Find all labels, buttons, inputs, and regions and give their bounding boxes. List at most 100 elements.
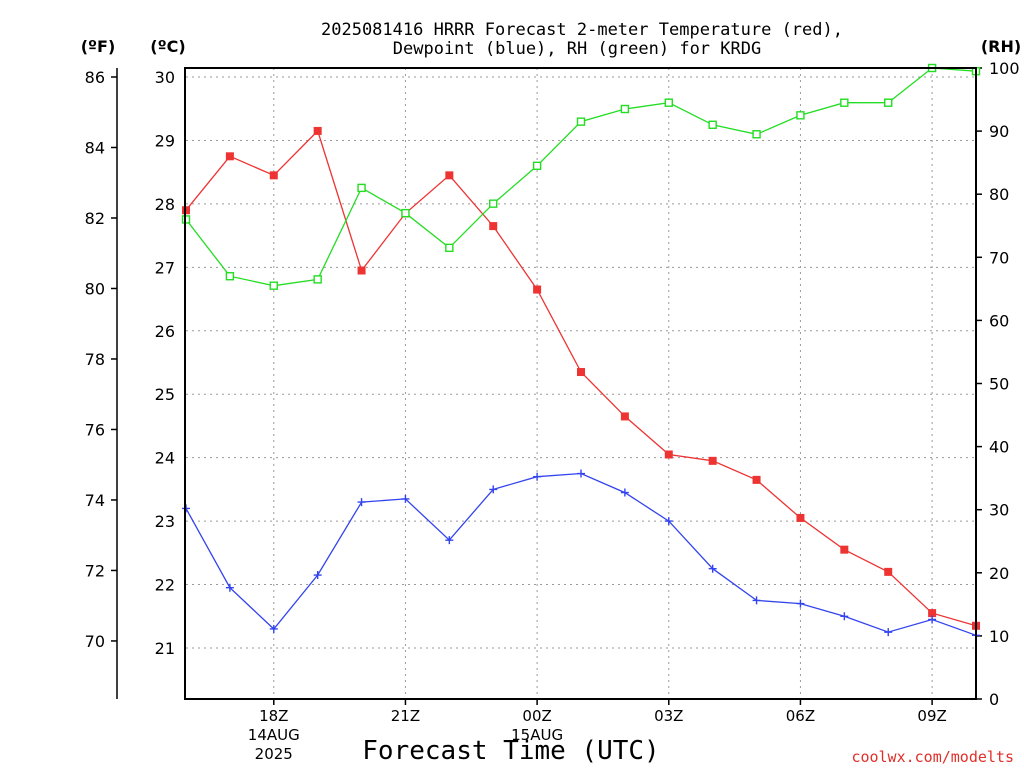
celsius-tick-label: 29 [155, 131, 175, 150]
rh-axis: 0 10 20 30 40 50 60 70 80 90 100 [976, 59, 1020, 709]
rh-tick-label: 30 [989, 501, 1009, 520]
series-point-rh [532, 161, 542, 171]
rh-tick-label: 10 [989, 627, 1009, 646]
series-point-temperature [445, 171, 454, 180]
celsius-unit-label: (ºC) [150, 37, 185, 56]
series-point-temperature [928, 609, 937, 618]
series-point-temperature [269, 171, 278, 180]
fahrenheit-tick-label: 70 [85, 632, 105, 651]
series-markers [181, 63, 981, 640]
time-tick-label: 00Z [522, 707, 551, 725]
series-point-dewpoint [577, 469, 585, 478]
series-point-rh [225, 272, 235, 281]
celsius-tick-label: 28 [155, 195, 175, 214]
series-point-rh [489, 199, 498, 208]
rh-unit-label: (RH) [981, 37, 1021, 56]
series-line-dewpoint [185, 472, 977, 636]
celsius-tick-label: 22 [155, 576, 175, 595]
fahrenheit-tick-label: 76 [85, 420, 105, 439]
fahrenheit-tick-label: 78 [85, 350, 105, 369]
series-point-rh [269, 281, 278, 290]
credit-text: coolwx.com/modelts [851, 748, 1014, 766]
series-point-dewpoint [401, 494, 410, 503]
rh-tick-label: 20 [989, 564, 1009, 583]
series-point-dewpoint [533, 472, 542, 481]
grid-lines [186, 68, 976, 699]
x-axis-label: Forecast Time (UTC) [362, 736, 659, 766]
series-point-temperature [796, 513, 805, 522]
series-point-temperature [357, 266, 366, 275]
series-point-dewpoint [489, 485, 498, 494]
chart-title-line2: Dewpoint (blue), RH (green) for KRDG [393, 39, 761, 59]
series-point-dewpoint [752, 596, 761, 605]
fahrenheit-tick-label: 82 [85, 209, 105, 228]
series-point-temperature [620, 412, 629, 421]
series-point-temperature [533, 285, 542, 294]
series-point-dewpoint [357, 498, 366, 507]
series-point-dewpoint [884, 628, 893, 637]
series-point-dewpoint [928, 615, 937, 624]
series-point-rh [664, 98, 673, 107]
series-point-rh [708, 120, 717, 129]
series-point-temperature [489, 222, 498, 231]
time-tick-label: 2025 [255, 745, 293, 763]
series-point-rh [445, 243, 454, 253]
rh-tick-label: 60 [989, 311, 1009, 330]
series-point-dewpoint [664, 517, 673, 526]
time-tick-label: 14AUG [248, 726, 300, 744]
fahrenheit-tick-label: 74 [85, 491, 105, 510]
series-point-rh [752, 130, 761, 139]
series-point-rh [401, 208, 410, 218]
chart-title-line1: 2025081416 HRRR Forecast 2-meter Tempera… [321, 20, 843, 40]
rh-tick-label: 50 [989, 375, 1009, 394]
celsius-tick-label: 24 [155, 449, 175, 468]
series-point-rh [313, 275, 322, 284]
series-point-rh [576, 117, 586, 126]
plot-frame [184, 67, 977, 700]
series-point-temperature [313, 126, 322, 135]
series-line-rh [185, 67, 977, 287]
series-point-temperature [708, 456, 717, 465]
series-point-rh [620, 104, 630, 114]
rh-tick-label: 70 [989, 248, 1009, 267]
celsius-tick-label: 21 [155, 639, 175, 658]
series-point-dewpoint [225, 583, 234, 592]
series-line-temperature [185, 129, 977, 627]
series-point-dewpoint [313, 571, 322, 580]
series-point-dewpoint [269, 624, 278, 633]
time-tick-label: 21Z [391, 707, 420, 725]
time-tick-label: 09Z [917, 707, 946, 725]
series-point-rh [796, 111, 805, 120]
celsius-axis: 21 22 23 24 25 26 27 28 29 30 [155, 68, 175, 658]
series-point-dewpoint [708, 564, 717, 573]
rh-tick-label: 80 [989, 185, 1009, 204]
fahrenheit-tick-label: 72 [85, 561, 105, 580]
series-point-rh [884, 98, 893, 107]
rh-tick-label: 90 [989, 122, 1009, 141]
series-point-rh [840, 98, 849, 107]
series-point-dewpoint [840, 612, 849, 621]
celsius-tick-label: 23 [155, 512, 175, 531]
series-point-dewpoint [796, 599, 805, 608]
series-lines [185, 67, 977, 636]
fahrenheit-tick-label: 80 [85, 279, 105, 298]
fahrenheit-tick-label: 86 [85, 68, 105, 87]
series-point-temperature [840, 545, 849, 554]
celsius-tick-label: 25 [155, 385, 175, 404]
celsius-tick-label: 26 [155, 322, 175, 341]
fahrenheit-tick-label: 84 [85, 138, 105, 157]
series-point-rh [357, 183, 366, 193]
series-point-temperature [884, 567, 893, 576]
time-tick-label: 18Z [259, 707, 288, 725]
celsius-tick-label: 27 [155, 258, 175, 277]
celsius-tick-label: 30 [155, 68, 175, 87]
time-tick-label: 15AUG [511, 726, 563, 744]
rh-tick-label: 40 [989, 438, 1009, 457]
series-point-dewpoint [620, 488, 629, 497]
series-point-temperature [225, 152, 234, 161]
series-point-temperature [752, 475, 761, 484]
series-point-dewpoint [445, 536, 454, 545]
series-point-temperature [664, 450, 673, 459]
